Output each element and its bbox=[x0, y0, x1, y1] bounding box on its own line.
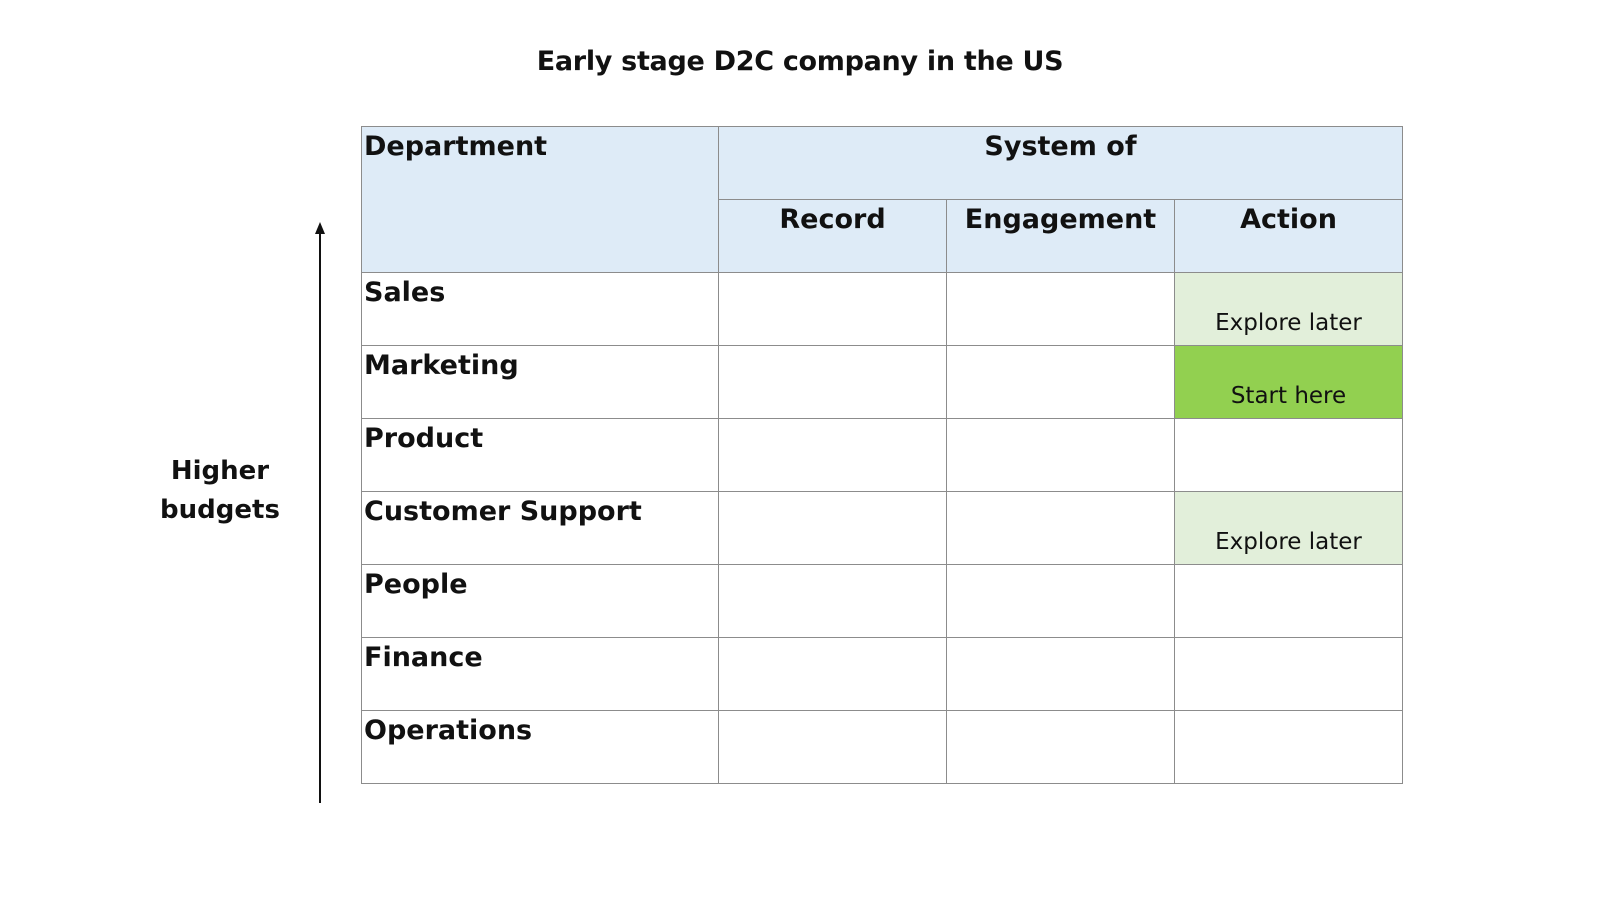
department-cell: People bbox=[361, 564, 719, 638]
engagement-cell bbox=[946, 345, 1175, 419]
record-cell bbox=[718, 418, 947, 492]
engagement-cell bbox=[946, 418, 1175, 492]
table-row: Operations bbox=[361, 710, 1403, 784]
table-row: Product bbox=[361, 418, 1403, 492]
record-cell bbox=[718, 710, 947, 784]
header-system-of: System of bbox=[718, 126, 1403, 200]
engagement-cell bbox=[946, 637, 1175, 711]
table-row: People bbox=[361, 564, 1403, 638]
header-engagement: Engagement bbox=[946, 199, 1175, 273]
table-row: Finance bbox=[361, 637, 1403, 711]
action-cell bbox=[1174, 637, 1403, 711]
header-row-columns: Record Engagement Action bbox=[362, 199, 1403, 273]
record-cell bbox=[718, 491, 947, 565]
systems-table: Department System of Record Engagement A… bbox=[361, 126, 1403, 784]
department-cell: Product bbox=[361, 418, 719, 492]
axis-label-line1: Higher bbox=[170, 456, 270, 486]
action-cell: Explore later bbox=[1174, 272, 1403, 346]
record-cell bbox=[718, 564, 947, 638]
department-cell: Sales bbox=[361, 272, 719, 346]
table-row: Customer Support Explore later bbox=[361, 491, 1403, 565]
action-cell bbox=[1174, 564, 1403, 638]
action-cell bbox=[1174, 418, 1403, 492]
arrow-up-icon bbox=[315, 222, 325, 234]
action-cell: Explore later bbox=[1174, 491, 1403, 565]
department-cell: Customer Support bbox=[361, 491, 719, 565]
header-department: Department bbox=[361, 126, 719, 273]
department-cell: Finance bbox=[361, 637, 719, 711]
record-cell bbox=[718, 272, 947, 346]
table-row: Sales Explore later bbox=[361, 272, 1403, 346]
engagement-cell bbox=[946, 272, 1175, 346]
department-cell: Marketing bbox=[361, 345, 719, 419]
header-row-group: Department System of bbox=[361, 126, 1403, 273]
page-title: Early stage D2C company in the US bbox=[536, 46, 1064, 77]
engagement-cell bbox=[946, 710, 1175, 784]
record-cell bbox=[718, 637, 947, 711]
engagement-cell bbox=[946, 564, 1175, 638]
axis-label-line2: budgets bbox=[160, 495, 280, 525]
action-cell bbox=[1174, 710, 1403, 784]
record-cell bbox=[718, 345, 947, 419]
engagement-cell bbox=[946, 491, 1175, 565]
axis-label: Higher budgets bbox=[140, 452, 300, 530]
department-cell: Operations bbox=[361, 710, 719, 784]
action-cell: Start here bbox=[1174, 345, 1403, 419]
table-row: Marketing Start here bbox=[361, 345, 1403, 419]
budget-arrow bbox=[315, 222, 325, 803]
header-record: Record bbox=[718, 199, 947, 273]
header-action: Action bbox=[1174, 199, 1403, 273]
